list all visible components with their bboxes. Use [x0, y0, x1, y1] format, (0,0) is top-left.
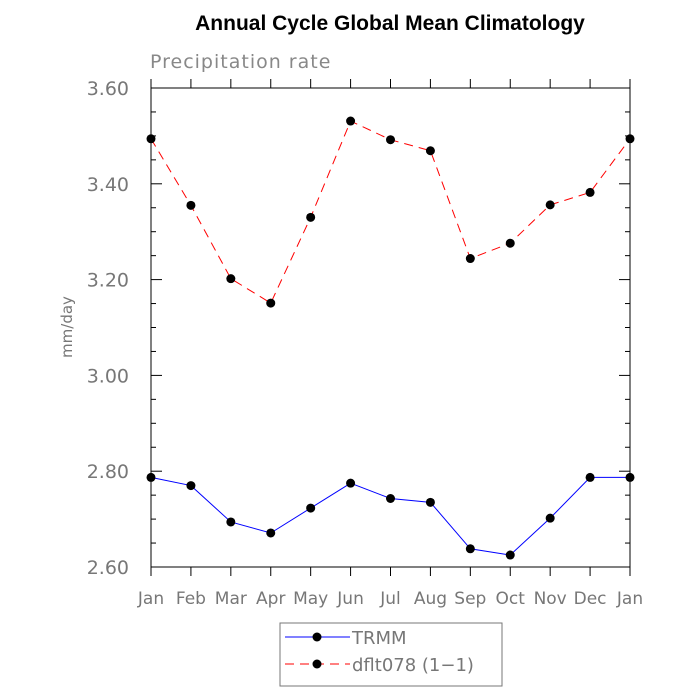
x-tick-label: Mar [215, 589, 247, 609]
data-point [545, 200, 555, 210]
series-line [150, 476, 630, 556]
legend-item: TRMM [285, 628, 407, 649]
x-tick-label: Sep [454, 589, 486, 609]
legend: TRMM dflt078 (1−1) [279, 622, 503, 687]
x-tick-label: Jan [616, 589, 643, 609]
chart-title: Annual Cycle Global Mean Climatology [195, 12, 585, 35]
data-point [306, 212, 316, 222]
x-tick-label: Jan [137, 589, 164, 609]
y-tick-label: 3.00 [87, 365, 129, 387]
series-line [150, 120, 631, 304]
data-point [585, 187, 595, 197]
x-tick-label: Feb [176, 589, 206, 609]
data-point [465, 254, 475, 264]
series-1 [146, 116, 635, 308]
data-point [346, 116, 356, 126]
x-tick-labels: Jan Feb Mar Apr May Jun Jul Aug Sep Oct Nov Dec Jan [137, 589, 643, 609]
series-layer [146, 116, 635, 560]
data-point [505, 238, 515, 248]
y-axis-label: mm/day [58, 296, 76, 358]
data-point [266, 528, 276, 538]
data-point [505, 550, 515, 560]
legend-label: dflt078 (1−1) [352, 655, 474, 676]
series-0 [146, 472, 635, 560]
data-point [146, 472, 156, 482]
legend-item: dflt078 (1−1) [285, 655, 474, 676]
x-tick-label: May [293, 589, 328, 609]
x-tick-label: Jun [336, 589, 364, 609]
data-point [545, 513, 555, 523]
data-point [465, 544, 475, 554]
y-tick-label: 3.40 [87, 174, 129, 196]
data-point [346, 478, 356, 488]
data-point [186, 481, 196, 491]
data-point [146, 134, 156, 144]
data-point [266, 298, 276, 308]
x-tick-label: Apr [256, 589, 285, 609]
legend-label: TRMM [351, 628, 407, 649]
x-tick-label: Dec [574, 589, 607, 609]
y-tick-labels: 2.60 2.80 3.00 3.20 3.40 3.60 [87, 78, 129, 579]
x-tick-label: Aug [414, 589, 447, 609]
data-point [625, 134, 635, 144]
x-tick-label: Oct [496, 589, 526, 609]
data-point [306, 503, 316, 513]
legend-marker [312, 659, 322, 669]
data-point [226, 274, 236, 284]
data-point [585, 472, 595, 482]
data-point [625, 472, 635, 482]
y-tick-label: 3.60 [87, 78, 129, 100]
y-tick-label: 2.80 [87, 461, 129, 483]
data-point [425, 497, 435, 507]
data-point [386, 135, 395, 145]
y-tick-label: 3.20 [87, 270, 129, 292]
y-tick-label: 2.60 [87, 557, 129, 579]
legend-marker [312, 632, 322, 642]
x-tick-label: Nov [534, 589, 567, 609]
chart-subtitle: Precipitation rate [150, 51, 331, 73]
data-point [186, 200, 196, 210]
data-point [386, 494, 395, 504]
data-point [226, 517, 236, 527]
x-tick-label: Jul [379, 589, 401, 609]
data-point [425, 146, 435, 156]
